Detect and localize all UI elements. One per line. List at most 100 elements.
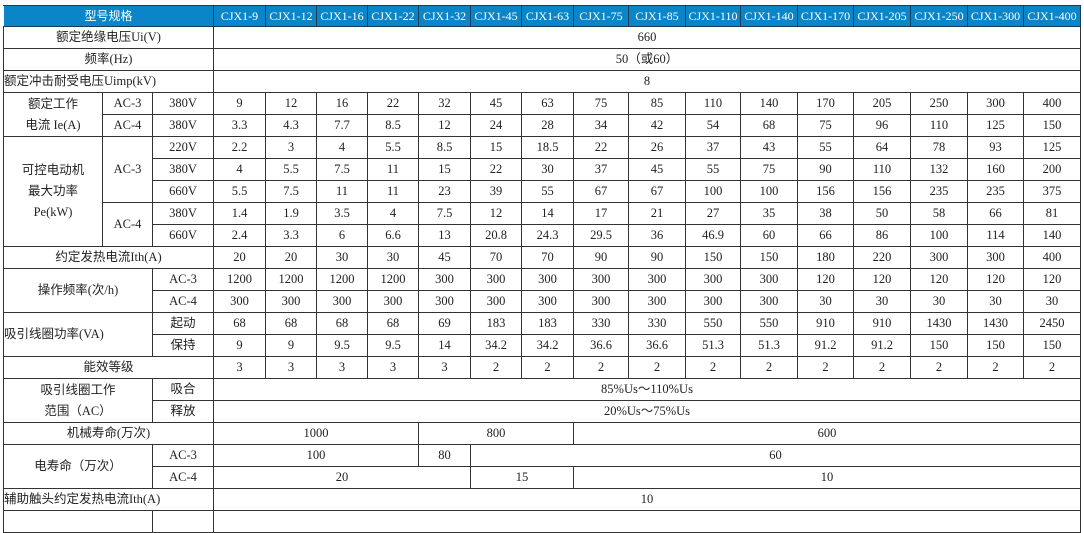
- value-cell: 90: [628, 246, 686, 269]
- value-cell: 30: [316, 246, 368, 269]
- value-cell: 43: [740, 136, 798, 159]
- model-header: CJX1-250: [910, 5, 968, 27]
- efficiency-class-row: 能效等级 3 3 3 3 3 2 2 2 2 2 2 2 2 2 2 2: [3, 356, 1081, 379]
- value-cell: 34.2: [521, 334, 574, 357]
- value-cell: 100: [740, 180, 798, 203]
- value-cell: 100: [910, 224, 968, 247]
- value-cell: 81: [1023, 202, 1081, 225]
- label-line: 吸引线圈工作: [40, 382, 116, 397]
- value-cell: 12: [418, 114, 471, 137]
- value-cell: 67: [628, 180, 686, 203]
- value-cell: 91.2: [797, 334, 854, 357]
- value-cell: 51.3: [740, 334, 798, 357]
- value-cell: 2: [740, 356, 798, 379]
- voltage-cell: 380V: [152, 114, 214, 137]
- merged-value-cell: 20%Us～75%Us: [213, 400, 1081, 423]
- value-cell: 170: [797, 92, 854, 115]
- value-cell: 300: [316, 290, 368, 313]
- category-cell: AC-4: [102, 114, 153, 137]
- mechanical-life-row: 机械寿命(万次) 1000 800 600: [3, 422, 1081, 445]
- value-cell: 22: [573, 136, 629, 159]
- model-header: CJX1-45: [470, 5, 522, 27]
- value-cell: 8.5: [367, 114, 419, 137]
- value-cell: 2: [797, 356, 854, 379]
- row-label: 辅助触头约定发热电流Ith(A): [3, 488, 214, 511]
- row-label: 操作频率(次/h): [3, 268, 153, 313]
- value-cell: 375: [1023, 180, 1081, 203]
- value-cell: 300: [573, 268, 629, 291]
- row-label: 吸引线圈工作 范围（AC）: [3, 378, 153, 423]
- value-cell: 75: [573, 92, 629, 115]
- value-cell: 110: [685, 92, 741, 115]
- value-cell: 120: [1023, 268, 1081, 291]
- value-cell: 300: [367, 290, 419, 313]
- value-cell: 26: [628, 136, 686, 159]
- value-cell: 300: [265, 290, 317, 313]
- model-header: CJX1-85: [628, 5, 686, 27]
- motor-power-row: AC-4 380V 1.4 1.9 3.5 4 7.5 12 14 17 21 27 35 38 50 58 6…: [4, 202, 1081, 247]
- value-cell: 910: [797, 312, 854, 335]
- category-cell: AC-4: [152, 466, 214, 489]
- row-label: 约定发热电流Ith(A): [3, 246, 214, 269]
- category-cell: AC-3: [152, 444, 214, 467]
- value-cell: 9: [213, 334, 266, 357]
- label-line: 可控电动机: [21, 163, 85, 177]
- operating-frequency-row: AC-4 300 300 300 300 300 300 300 300 300 300 300 30 3…: [4, 290, 1081, 313]
- value-cell: 86: [853, 224, 911, 247]
- value-cell: 32: [418, 92, 471, 115]
- row-label: 电寿命（万次）: [3, 444, 153, 489]
- row-label: 频率(Hz): [3, 48, 214, 71]
- empty-row: [3, 510, 1081, 533]
- value-cell: 22: [470, 158, 522, 181]
- value-cell: 132: [910, 158, 968, 181]
- value-cell: 183: [521, 312, 574, 335]
- value-cell: 70: [521, 246, 574, 269]
- rated-current-row: AC-4 380V 3.3 4.3 7.7 8.5 12 24 28 34 42 54 68 75 96 11…: [4, 114, 1081, 137]
- value-cell: 45: [470, 92, 522, 115]
- value-cell: 2: [1023, 356, 1081, 379]
- value-cell: 51.3: [685, 334, 741, 357]
- value-cell: 54: [685, 114, 741, 137]
- value-cell: 150: [1023, 334, 1081, 357]
- value-cell: 42: [628, 114, 686, 137]
- merged-value-cell: 10: [573, 466, 1081, 489]
- value-cell: 23: [418, 180, 471, 203]
- value-cell: 20: [265, 246, 317, 269]
- value-cell: 250: [910, 92, 968, 115]
- merged-value-cell: 85%Us～110%Us: [213, 378, 1081, 401]
- value-cell: 37: [685, 136, 741, 159]
- specification-table: 型号规格 CJX1-9 CJX1-12 CJX1-16 CJX1-22 CJX1-32 CJ…: [3, 5, 1081, 533]
- value-cell: 60: [740, 224, 798, 247]
- value-cell: 300: [628, 290, 686, 313]
- value-cell: 150: [967, 334, 1024, 357]
- model-header: CJX1-22: [367, 5, 419, 27]
- model-header: CJX1-170: [797, 5, 854, 27]
- value-cell: 300: [740, 290, 798, 313]
- model-header: CJX1-12: [265, 5, 317, 27]
- label-line: Pe(kW): [33, 205, 73, 219]
- value-cell: 150: [740, 246, 798, 269]
- voltage-cell: 660V: [152, 224, 214, 247]
- value-cell: 24: [470, 114, 522, 137]
- merged-value-cell: 660: [213, 26, 1081, 49]
- merged-value-cell: 1000: [213, 422, 419, 445]
- value-cell: 156: [797, 180, 854, 203]
- voltage-cell: 380V: [152, 202, 214, 225]
- value-cell: 300: [967, 246, 1024, 269]
- value-cell: 8.5: [418, 136, 471, 159]
- value-cell: 2: [910, 356, 968, 379]
- label-line: 最大功率: [27, 184, 78, 198]
- value-cell: 300: [910, 246, 968, 269]
- value-cell: 34.2: [470, 334, 522, 357]
- row-label: 可控电动机最大功率 Pe(kW): [3, 136, 103, 247]
- value-cell: 29.5: [573, 224, 629, 247]
- value-cell: 3: [367, 356, 419, 379]
- value-cell: 30: [1023, 290, 1081, 313]
- value-cell: 4: [316, 136, 368, 159]
- merged-value-cell: 10: [213, 488, 1081, 511]
- label-line: 范围（AC）: [44, 403, 112, 418]
- value-cell: 46.9: [685, 224, 741, 247]
- value-cell: 24.3: [521, 224, 574, 247]
- value-cell: 180: [797, 246, 854, 269]
- value-cell: 38: [797, 202, 854, 225]
